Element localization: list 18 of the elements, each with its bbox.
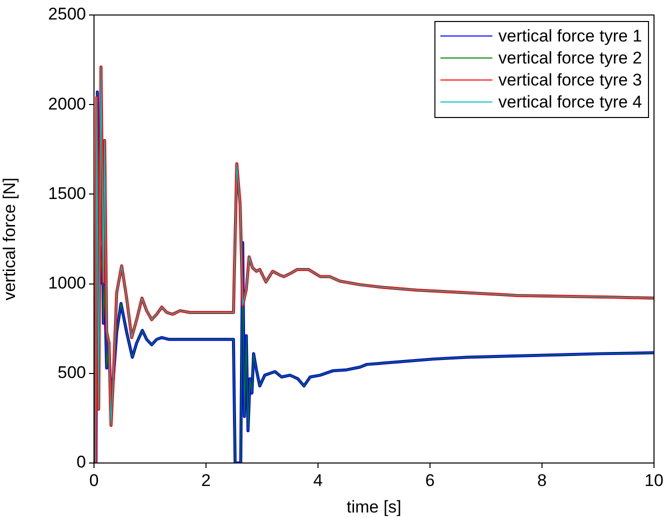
x-tick-label: 4 [313,470,323,490]
legend-label: vertical force tyre 2 [498,48,642,68]
x-tick-label: 10 [644,470,664,490]
y-tick-label: 500 [58,363,86,382]
x-tick-label: 2 [201,470,211,490]
y-tick-label: 2000 [48,94,86,114]
legend-label: vertical force tyre 3 [498,70,642,90]
x-tick-label: 8 [537,470,547,490]
x-axis-title: time [s] [346,497,402,516]
x-tick-label: 0 [89,470,99,490]
legend-label: vertical force tyre 4 [498,92,642,112]
y-tick-label: 0 [76,452,86,472]
y-tick-label: 1000 [48,273,86,292]
y-tick-label: 1500 [48,184,86,203]
legend-label: vertical force tyre 1 [498,26,642,46]
y-axis-title: vertical force [N] [0,178,19,300]
y-tick-label: 2500 [48,4,86,24]
x-tick-label: 6 [425,470,435,490]
